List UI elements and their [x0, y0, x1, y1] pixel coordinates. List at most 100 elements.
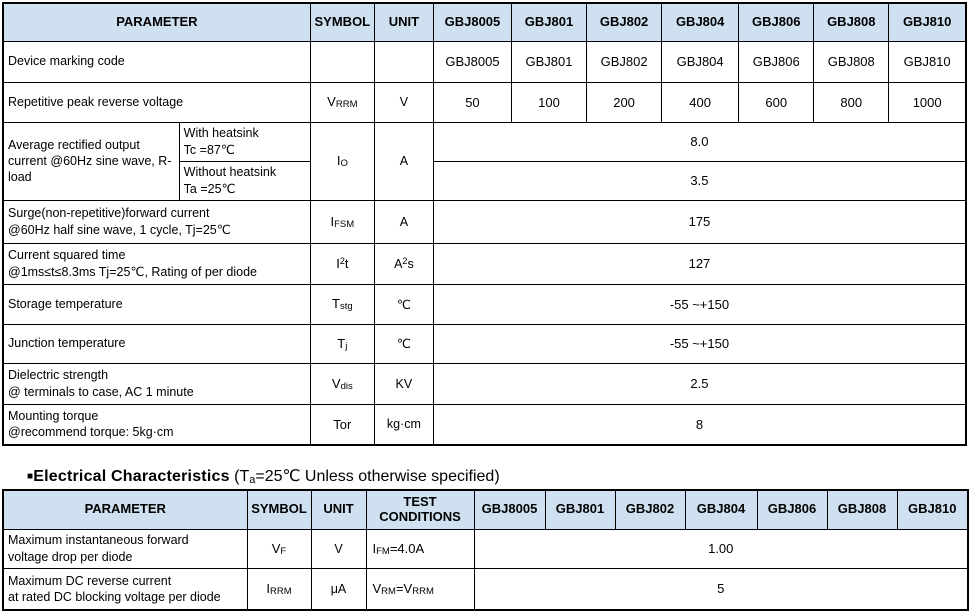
col-header-gbj802: GBJ802 — [586, 2, 663, 42]
col-header-gbj808: GBJ808 — [826, 489, 898, 530]
param-cell-device-marking: Device marking code — [2, 40, 311, 83]
col-header-gbj8005: GBJ8005 — [473, 489, 546, 530]
row-io-with-heatsink: Average rectified output current @60Hz s… — [2, 121, 967, 201]
unit-cell-tstg: ℃ — [373, 283, 434, 325]
col-header-symbol: SYMBOL — [309, 2, 375, 42]
col-header-gbj806: GBJ806 — [756, 489, 828, 530]
row-io-without-heatsink: Without heatsink Ta =25℃ 3.5 — [3, 160, 967, 201]
symbol-cell-empty — [309, 40, 375, 83]
row-i2t: Current squared time @1ms≤t≤8.3ms Tj=25℃,… — [2, 242, 967, 285]
table1-header-row: PARAMETER SYMBOL UNIT GBJ8005 GBJ801 GBJ… — [2, 2, 967, 42]
subparam-cell-with-heatsink: With heatsink Tc =87℃ — [178, 121, 311, 162]
col-header-parameter: PARAMETER — [2, 489, 248, 530]
value-cell: GBJ8005 — [432, 40, 512, 83]
symbol-cell-tj: Tj — [309, 323, 375, 364]
row-vf: Maximum instantaneous forward voltage dro… — [2, 528, 969, 569]
param-cell-vf: Maximum instantaneous forward voltage dro… — [2, 528, 248, 569]
col-header-gbj804: GBJ804 — [661, 2, 740, 42]
symbol-cell-io: IO — [309, 121, 375, 201]
param-cell-vdis: Dielectric strength @ terminals to case, … — [2, 362, 311, 405]
test-condition-cell-irrm: VRM=VRRM — [365, 567, 475, 611]
value-cell-irrm: 5 — [473, 567, 969, 611]
symbol-cell-vrrm: VRRM — [309, 81, 375, 123]
row-vrrm: Repetitive peak reverse voltage VRRM V 5… — [2, 81, 967, 123]
row-tstg: Storage temperature Tstg ℃ -55 ~+150 — [2, 283, 967, 325]
value-cell: 50 — [432, 81, 512, 123]
value-cell-vf: 1.00 — [473, 528, 969, 569]
section-title: Electrical Characteristics — [33, 468, 230, 485]
col-header-parameter: PARAMETER — [2, 2, 311, 42]
col-header-gbj810: GBJ810 — [888, 2, 967, 42]
value-cell-tor: 8 — [432, 403, 967, 446]
col-header-gbj8005: GBJ8005 — [432, 2, 512, 42]
value-cell: 600 — [738, 81, 815, 123]
maximum-ratings-table: PARAMETER SYMBOL UNIT GBJ8005 GBJ801 GBJ… — [2, 2, 967, 446]
symbol-cell-vdis: Vdis — [309, 362, 375, 405]
col-header-test-conditions: TEST CONDITIONS — [365, 489, 475, 530]
value-cell: 200 — [586, 81, 663, 123]
col-header-gbj806: GBJ806 — [738, 2, 815, 42]
col-header-gbj808: GBJ808 — [813, 2, 890, 42]
value-cell: 100 — [510, 81, 588, 123]
col-header-unit: UNIT — [373, 2, 434, 42]
section-heading-electrical-characteristics: ■Electrical Characteristics (Ta=25℃ Unle… — [27, 466, 500, 486]
test-condition-cell-vf: IFM=4.0A — [365, 528, 475, 569]
value-cell-tstg: -55 ~+150 — [432, 283, 967, 325]
unit-cell-i2t: A2s — [373, 242, 434, 285]
col-header-symbol: SYMBOL — [246, 489, 312, 530]
param-cell-irrm: Maximum DC reverse current at rated DC bl… — [2, 567, 248, 611]
symbol-cell-ifsm: IFSM — [309, 199, 375, 244]
electrical-characteristics-table: PARAMETER SYMBOL UNIT TEST CONDITIONS GBJ… — [2, 489, 969, 611]
col-header-gbj804: GBJ804 — [684, 489, 758, 530]
row-vdis: Dielectric strength @ terminals to case, … — [2, 362, 967, 405]
unit-cell-vrrm: V — [373, 81, 434, 123]
value-cell: 1000 — [888, 81, 967, 123]
unit-cell-ifsm: A — [373, 199, 434, 244]
col-header-gbj801: GBJ801 — [510, 2, 588, 42]
row-irrm: Maximum DC reverse current at rated DC bl… — [2, 567, 969, 611]
unit-cell-empty — [373, 40, 434, 83]
value-cell-tj: -55 ~+150 — [432, 323, 967, 364]
row-tj: Junction temperature Tj ℃ -55 ~+150 — [2, 323, 967, 364]
row-device-marking: Device marking code GBJ8005 GBJ801 GBJ80… — [2, 40, 967, 83]
value-cell: 800 — [813, 81, 890, 123]
value-cell-ifsm: 175 — [432, 199, 967, 244]
subparam-cell-without-heatsink: Without heatsink Ta =25℃ — [178, 160, 311, 201]
value-cell-vdis: 2.5 — [432, 362, 967, 405]
unit-cell-tor: kg·cm — [373, 403, 434, 446]
value-cell: GBJ808 — [813, 40, 890, 83]
symbol-cell-tor: Tor — [309, 403, 375, 446]
symbol-cell-tstg: Tstg — [309, 283, 375, 325]
square-bullet-icon: ■ — [27, 471, 34, 482]
param-cell-tor: Mounting torque @recommend torque: 5kg·cm — [2, 403, 311, 446]
col-header-unit: UNIT — [310, 489, 367, 530]
value-cell: 400 — [661, 81, 740, 123]
unit-cell-tj: ℃ — [373, 323, 434, 364]
unit-cell-irrm: μA — [310, 567, 367, 611]
param-cell-tstg: Storage temperature — [2, 283, 311, 325]
value-cell: GBJ804 — [661, 40, 740, 83]
param-cell-i2t: Current squared time @1ms≤t≤8.3ms Tj=25℃,… — [2, 242, 311, 285]
value-cell-io-without: 3.5 — [432, 160, 967, 201]
symbol-cell-irrm: IRRM — [246, 567, 312, 611]
value-cell: GBJ806 — [738, 40, 815, 83]
param-cell-ifsm: Surge(non-repetitive)forward current @60H… — [2, 199, 311, 244]
param-cell-vrrm: Repetitive peak reverse voltage — [2, 81, 311, 123]
value-cell: GBJ810 — [888, 40, 967, 83]
table2-header-row: PARAMETER SYMBOL UNIT TEST CONDITIONS GBJ… — [2, 489, 969, 530]
unit-cell-vf: V — [310, 528, 367, 569]
row-tor: Mounting torque @recommend torque: 5kg·cm… — [2, 403, 967, 446]
value-cell-io-with: 8.0 — [432, 121, 967, 162]
unit-cell-io: A — [373, 121, 434, 201]
section-condition: (Ta=25℃ Unless otherwise specified) — [229, 468, 500, 486]
unit-cell-vdis: KV — [373, 362, 434, 405]
param-cell-io: Average rectified output current @60Hz s… — [2, 121, 180, 201]
value-cell-i2t: 127 — [432, 242, 967, 285]
value-cell: GBJ802 — [586, 40, 663, 83]
symbol-cell-i2t: I2t — [309, 242, 375, 285]
value-cell: GBJ801 — [510, 40, 588, 83]
col-header-gbj802: GBJ802 — [614, 489, 686, 530]
row-ifsm: Surge(non-repetitive)forward current @60H… — [2, 199, 967, 244]
param-cell-tj: Junction temperature — [2, 323, 311, 364]
col-header-gbj810: GBJ810 — [896, 489, 969, 530]
